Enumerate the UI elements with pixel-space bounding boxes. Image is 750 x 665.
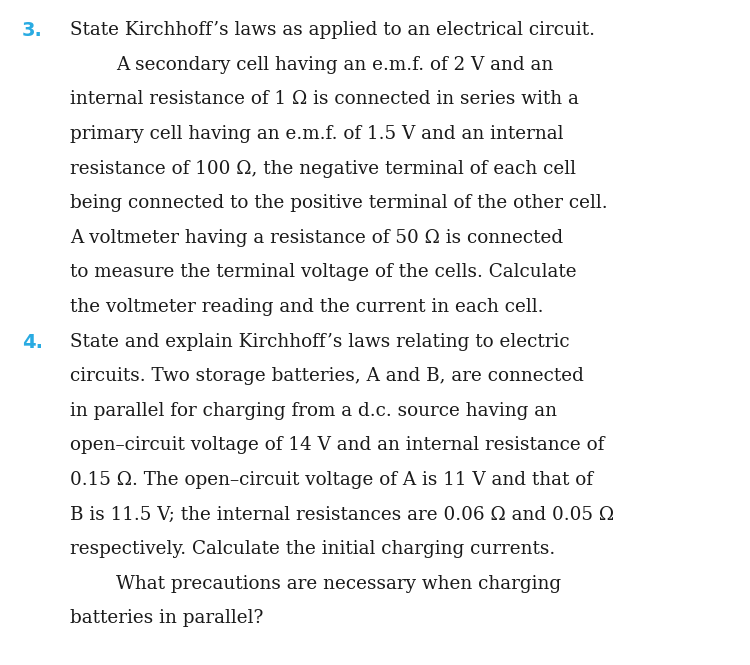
Text: What precautions are necessary when charging: What precautions are necessary when char… [116, 575, 561, 593]
Text: respectively. Calculate the initial charging currents.: respectively. Calculate the initial char… [70, 540, 555, 558]
Text: being connected to the positive terminal of the other cell.: being connected to the positive terminal… [70, 194, 608, 212]
Text: circuits. Two storage batteries, A and B, are connected: circuits. Two storage batteries, A and B… [70, 367, 584, 385]
Text: A voltmeter having a resistance of 50 Ω is connected: A voltmeter having a resistance of 50 Ω … [70, 229, 562, 247]
Text: primary cell having an e.m.f. of 1.5 V and an internal: primary cell having an e.m.f. of 1.5 V a… [70, 125, 563, 143]
Text: A secondary cell having an e.m.f. of 2 V and an: A secondary cell having an e.m.f. of 2 V… [116, 56, 554, 74]
Text: to measure the terminal voltage of the cells. Calculate: to measure the terminal voltage of the c… [70, 263, 576, 281]
Text: 4.: 4. [22, 332, 43, 352]
Text: internal resistance of 1 Ω is connected in series with a: internal resistance of 1 Ω is connected … [70, 90, 579, 108]
Text: 3.: 3. [22, 21, 43, 41]
Text: B is 11.5 V; the internal resistances are 0.06 Ω and 0.05 Ω: B is 11.5 V; the internal resistances ar… [70, 505, 614, 523]
Text: State and explain Kirchhoff’s laws relating to electric: State and explain Kirchhoff’s laws relat… [70, 332, 569, 350]
Text: in parallel for charging from a d.c. source having an: in parallel for charging from a d.c. sou… [70, 402, 556, 420]
Text: open–circuit voltage of 14 V and an internal resistance of: open–circuit voltage of 14 V and an inte… [70, 436, 605, 454]
Text: batteries in parallel?: batteries in parallel? [70, 609, 263, 627]
Text: 0.15 Ω. The open–circuit voltage of A is 11 V and that of: 0.15 Ω. The open–circuit voltage of A is… [70, 471, 592, 489]
Text: resistance of 100 Ω, the negative terminal of each cell: resistance of 100 Ω, the negative termin… [70, 160, 576, 178]
Text: State Kirchhoff’s laws as applied to an electrical circuit.: State Kirchhoff’s laws as applied to an … [70, 21, 595, 39]
Text: the voltmeter reading and the current in each cell.: the voltmeter reading and the current in… [70, 298, 543, 316]
